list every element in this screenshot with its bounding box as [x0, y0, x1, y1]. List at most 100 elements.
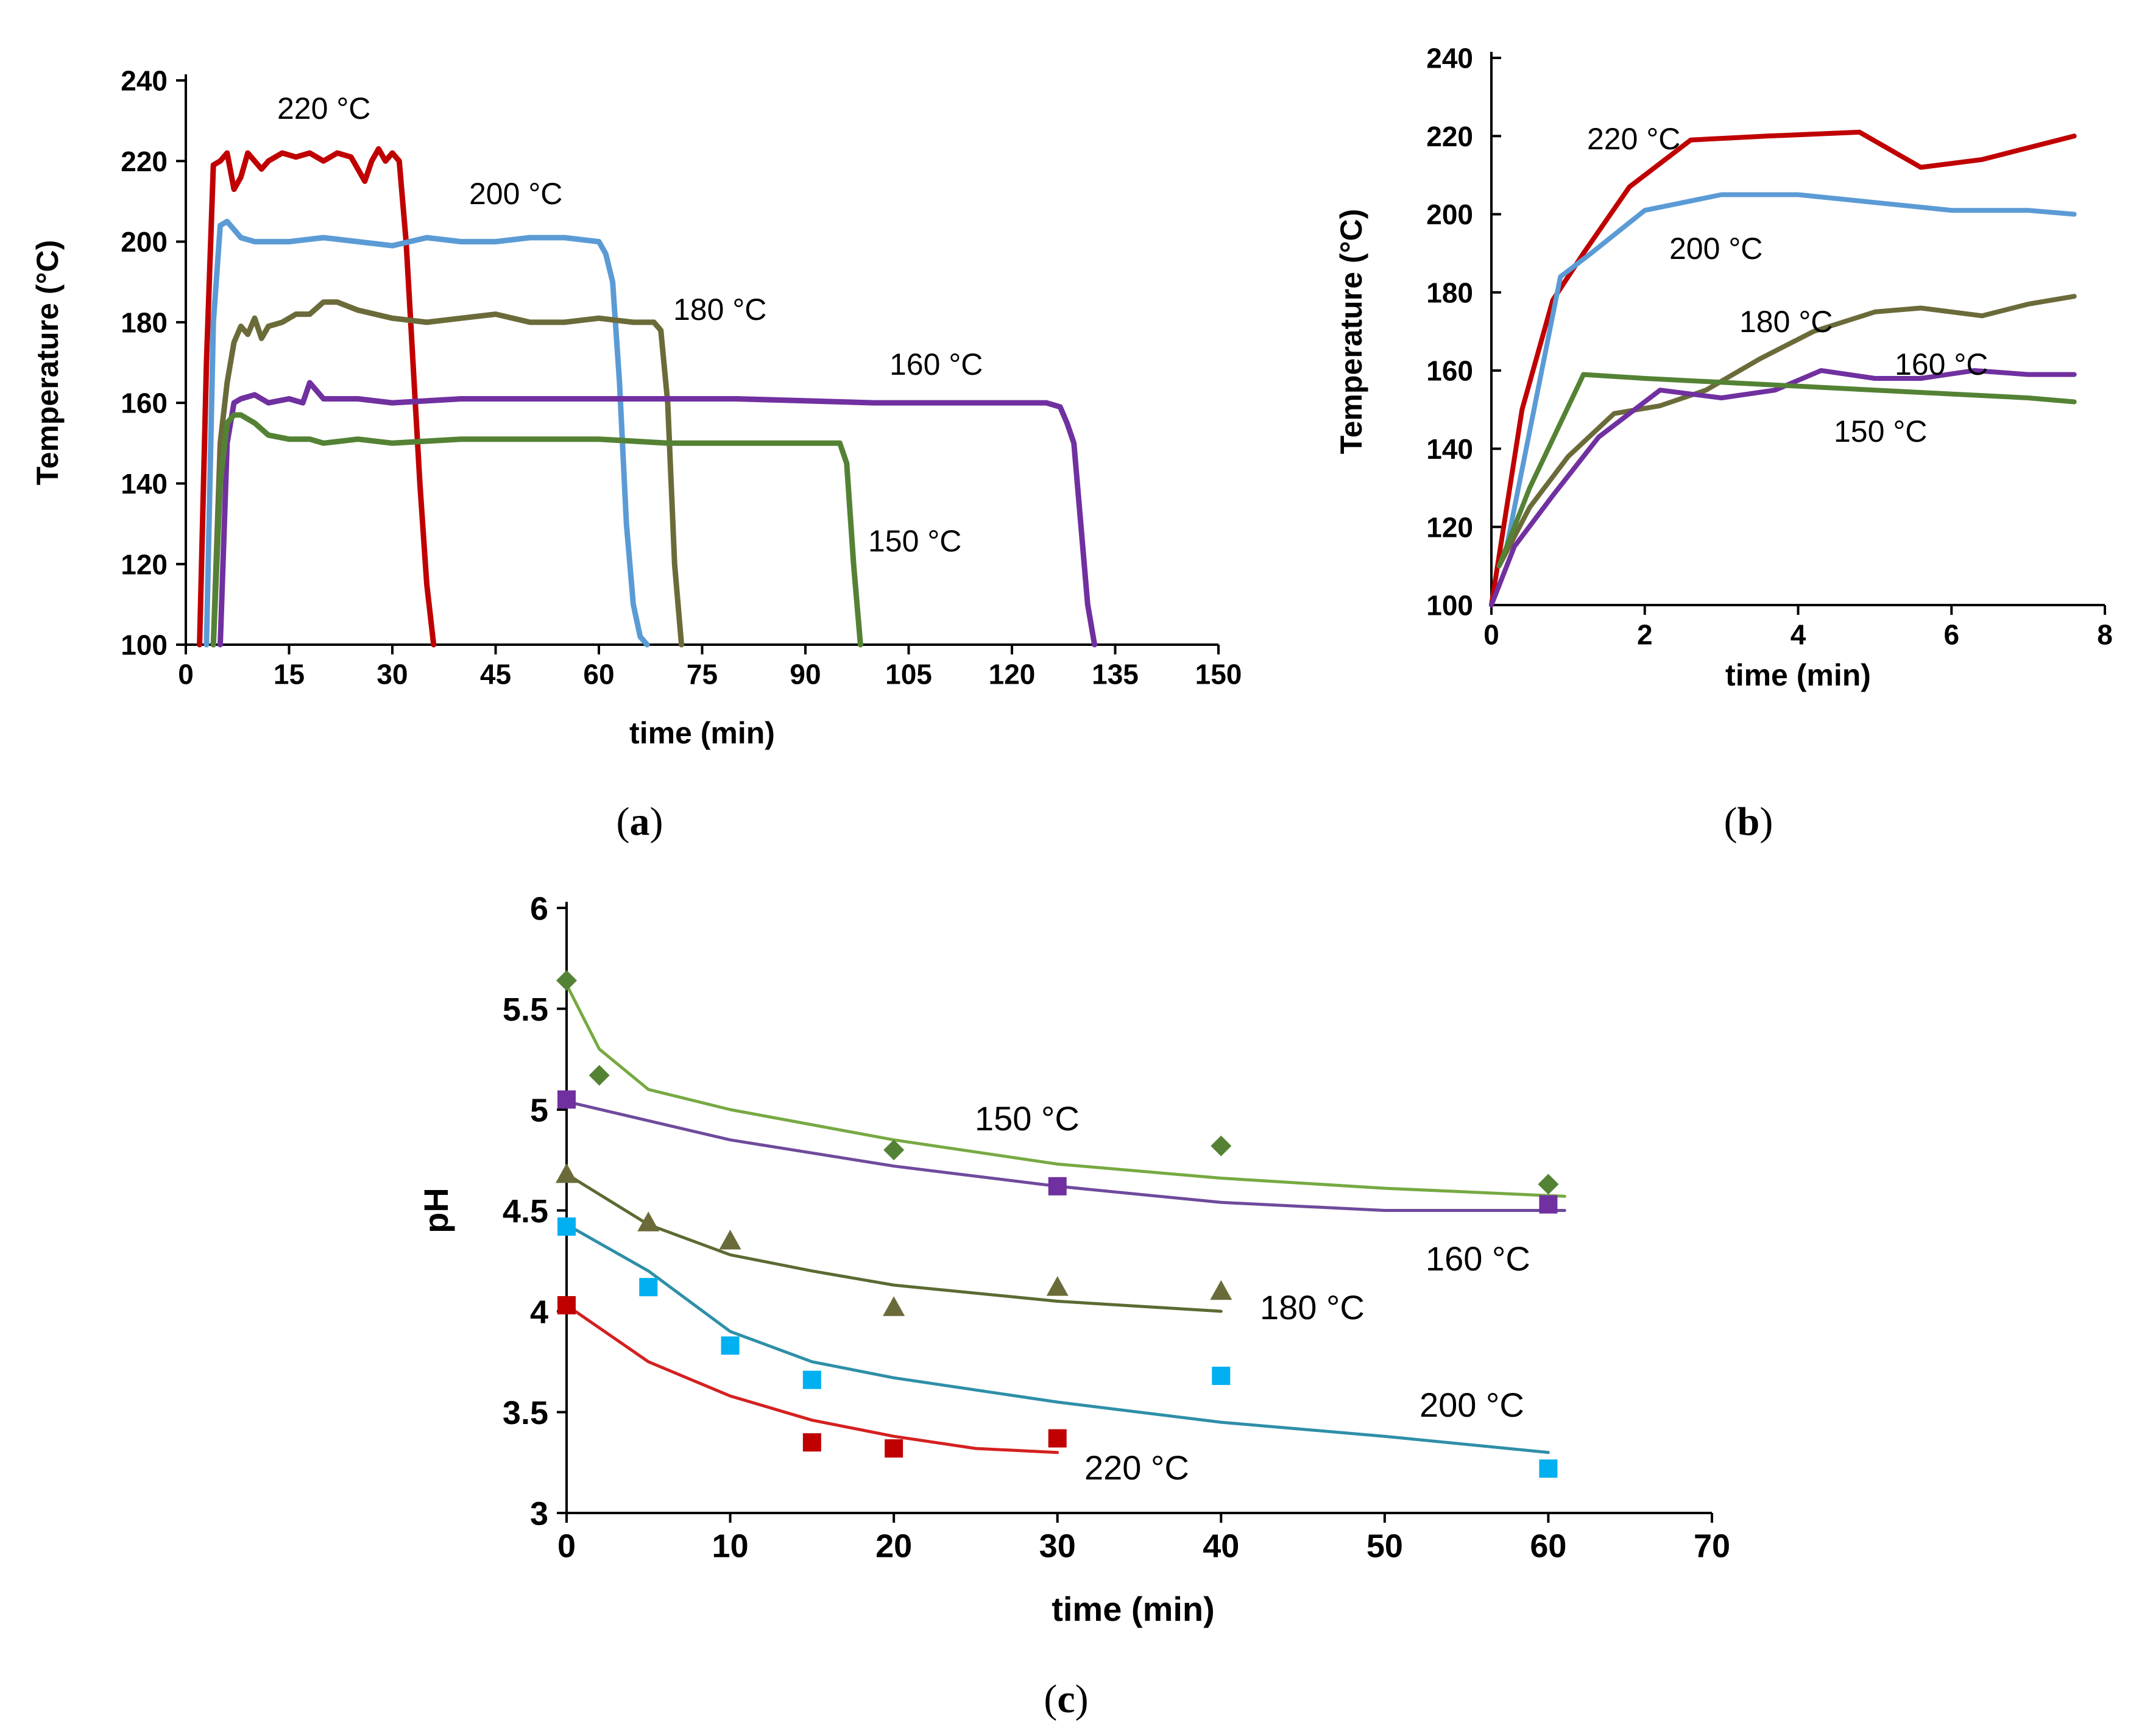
y-tick-label: 200 [1426, 199, 1473, 230]
series-line [210, 299, 685, 648]
data-point [637, 1211, 660, 1231]
series-label: 150 °C [868, 524, 961, 558]
data-point [1211, 1135, 1232, 1157]
series-220c [197, 146, 437, 648]
fit-curve [565, 983, 1566, 1198]
data-point [721, 1336, 740, 1355]
y-tick-label: 200 [121, 226, 168, 258]
y-tick-label: 120 [121, 548, 168, 580]
panel-label: (a) [617, 799, 663, 844]
data-point [1538, 1174, 1559, 1195]
x-tick-label: 40 [1203, 1528, 1239, 1565]
y-axis-title: pH [417, 1188, 455, 1233]
series-label: 160 °C [1895, 347, 1988, 381]
series-180c [1496, 294, 2077, 569]
y-tick-label: 220 [121, 146, 168, 177]
data-point [1212, 1366, 1231, 1385]
y-tick-label: 160 [1426, 355, 1473, 387]
series-label: 150 °C [975, 1099, 1080, 1138]
x-axis-title: time (min) [629, 716, 775, 750]
series-150c [556, 970, 1566, 1198]
series-label: 180 °C [1260, 1288, 1365, 1327]
data-point [1539, 1459, 1558, 1478]
data-point [557, 1296, 576, 1315]
x-tick-label: 60 [583, 658, 614, 690]
data-point [639, 1278, 658, 1297]
data-point [556, 1163, 578, 1183]
y-tick-label: 4 [530, 1294, 548, 1330]
data-point [883, 1296, 905, 1316]
chart-a: 100 120 140 160 180 200 220 240 0 15 30 45 60 75 90 105… [30, 65, 1242, 844]
x-axis-title: time (min) [1052, 1590, 1215, 1628]
x-tick-label: 0 [178, 658, 194, 690]
series-label: 220 °C [1587, 122, 1680, 156]
series-line [210, 412, 863, 648]
x-tick-label: 90 [790, 658, 821, 690]
series-label: 160 °C [1426, 1239, 1530, 1278]
series-line [1489, 129, 2077, 608]
x-tick-label: 70 [1694, 1528, 1730, 1565]
series-160c [1489, 368, 2077, 608]
y-axis-title: Temperature (°C) [1334, 209, 1368, 454]
data-point [589, 1065, 610, 1086]
y-axis-title: Temperature (°C) [30, 240, 65, 485]
series-label: 220 °C [1084, 1448, 1189, 1487]
y-tick-label: 240 [121, 65, 168, 97]
y-tick-label: 220 [1426, 121, 1473, 152]
series-180c [210, 299, 685, 648]
data-point [719, 1230, 741, 1250]
series-160c [557, 1090, 1566, 1214]
series-150c [210, 412, 863, 648]
x-tick-label: 45 [480, 658, 511, 690]
y-tick-label: 160 [121, 388, 168, 419]
series-label: 200 °C [1669, 232, 1762, 266]
y-tick-label: 100 [1426, 590, 1473, 622]
data-point [1048, 1429, 1067, 1448]
series-150c [1496, 372, 2077, 569]
y-tick-label: 240 [1426, 43, 1473, 74]
series-180c [556, 1163, 1232, 1316]
y-tick-label: 3 [530, 1495, 548, 1532]
data-point [556, 970, 577, 991]
x-tick-label: 0 [557, 1528, 576, 1565]
series-220c [1489, 129, 2077, 608]
series-label: 150 °C [1834, 414, 1927, 448]
x-tick-label: 20 [875, 1528, 912, 1565]
x-tick-label: 8 [2097, 618, 2113, 650]
x-tick-label: 135 [1092, 658, 1139, 690]
series-line [1496, 372, 2077, 569]
series-line [203, 219, 650, 648]
y-tick-label: 5 [530, 1092, 548, 1128]
x-tick-label: 120 [989, 658, 1036, 690]
x-tick-label: 150 [1195, 658, 1242, 690]
x-tick-label: 105 [885, 658, 932, 690]
y-tick-label: 140 [1426, 433, 1473, 465]
y-tick-label: 6 [530, 890, 548, 927]
x-axis-title: time (min) [1725, 658, 1871, 692]
series-line [197, 146, 437, 648]
y-tick-label: 3.5 [503, 1395, 548, 1431]
y-tick-label: 180 [1426, 277, 1473, 308]
x-tick-label: 2 [1637, 618, 1653, 650]
data-point [1539, 1195, 1558, 1214]
y-tick-label: 180 [121, 306, 168, 338]
fit-curve [565, 1223, 1550, 1454]
x-tick-label: 0 [1483, 618, 1499, 650]
series-line [217, 380, 1098, 648]
x-tick-label: 50 [1366, 1528, 1403, 1565]
data-point [1048, 1177, 1067, 1196]
series-label: 180 °C [1739, 305, 1833, 339]
series-160c [217, 380, 1098, 648]
y-tick-label: 5.5 [503, 991, 548, 1028]
y-tick-label: 140 [121, 468, 168, 500]
x-tick-label: 30 [1039, 1528, 1076, 1565]
series-line [1489, 368, 2077, 608]
data-point [883, 1139, 905, 1161]
data-point [802, 1433, 821, 1452]
series-200c [557, 1217, 1558, 1478]
data-point [1046, 1276, 1069, 1296]
y-tick-label: 120 [1426, 511, 1473, 543]
x-tick-label: 6 [1943, 618, 1959, 650]
